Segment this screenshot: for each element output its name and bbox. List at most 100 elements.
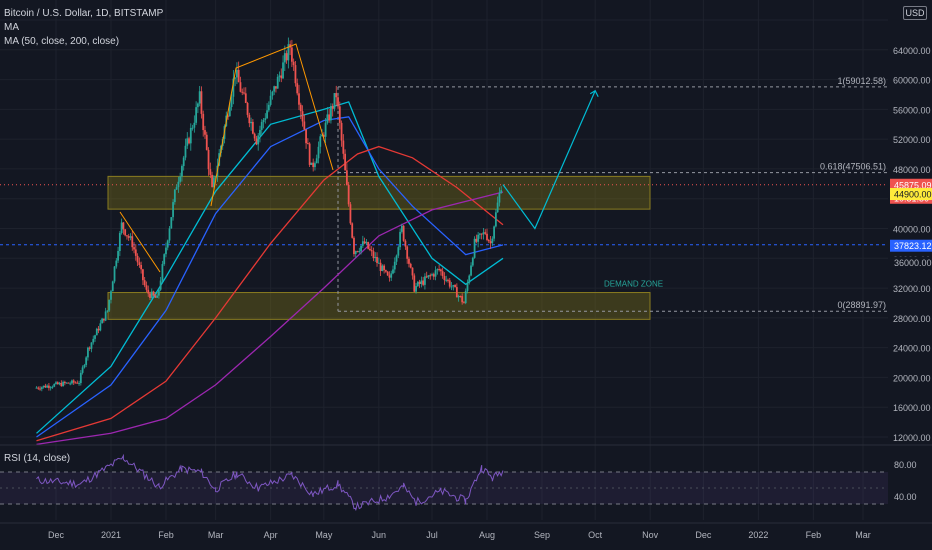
candle-body-1-7 [67,382,70,384]
candle-body-10-1 [202,113,205,131]
candle-body-4-4 [115,260,118,267]
candle-body-21-4 [422,280,425,285]
y-tick-2: 60000.00 [893,76,931,86]
candle-body-12-2 [239,82,242,92]
candle-body-9-1 [179,176,182,182]
candle-body-18-3 [370,250,373,252]
candle-body-18-11 [385,270,387,272]
candle-body-18-2 [369,248,371,251]
candle-body-0-8 [49,387,52,389]
candle-body-18-13 [388,275,391,278]
candle-body-25-0 [486,233,488,240]
candle-body-13-14 [282,62,284,79]
candle-body-0-1 [37,387,40,389]
candle-body-23-0 [464,290,467,304]
candle-body-4-3 [113,266,116,282]
candle-body-1-9 [71,380,73,384]
candle-body-22-0 [439,269,442,272]
candle-body-9-10 [195,107,198,123]
fib-label-1: 0.618(47506.51) [820,162,886,172]
candle-body-14-7 [303,121,306,130]
candle-body-13-7 [269,95,272,105]
symbol-title[interactable]: Bitcoin / U.S. Dollar, 1D, BITSTAMP [4,8,164,19]
y-tick-9: 32000.00 [893,284,931,294]
candle-body-13-12 [278,75,281,77]
candle-body-14-2 [294,65,297,84]
candle-body-8-3 [163,254,166,265]
candle-body-9-4 [184,145,187,158]
candle-body-22-13 [463,302,465,304]
candle-body-26-5 [500,190,503,193]
fib-label-2: 0(28891.97) [837,300,886,310]
candle-body-14-0 [290,47,293,62]
candle-body-5-4 [129,236,132,238]
candle-body-21-8 [429,275,432,277]
candle-body-3-8 [102,318,105,321]
candle-body-21-10 [432,274,435,277]
indicator-ma-label[interactable]: MA [4,22,19,33]
candle-body-20-1 [404,240,407,247]
pattern-line-2 [210,43,334,207]
candle-body-24-2 [479,233,481,235]
candle-body-11-0 [212,177,215,187]
candle-body-24-4 [482,232,485,235]
candle-body-19-5 [399,231,401,248]
candle-body-3-4 [95,328,98,336]
candle-body-11-9 [228,107,231,117]
candle-body-4-5 [117,251,119,261]
candle-body-8-0 [157,289,160,296]
rsi-tick-0: 80.00 [894,460,917,470]
currency-badge[interactable]: USD [903,6,927,20]
candle-body-1-8 [69,383,72,385]
candle-body-3-10 [106,310,109,312]
candle-body-9-5 [186,138,189,146]
candle-body-9-6 [188,138,190,144]
candle-body-0-9 [51,386,54,388]
candle-body-14-8 [305,129,307,144]
candle-body-13-0 [257,135,260,145]
candle-body-2-1 [81,367,84,373]
candle-body-9-11 [196,103,199,108]
candle-body-12-4 [243,92,245,94]
candle-body-17-3 [360,245,362,252]
projection-arrow-head [589,89,599,98]
candle-body-13-5 [266,110,268,119]
candle-body-9-12 [198,91,201,104]
candle-body-8-5 [166,240,169,248]
candle-body-22-3 [445,279,448,281]
candle-body-22-2 [443,276,446,281]
rsi-tick-1: 40.00 [894,492,917,502]
candle-body-18-7 [377,262,380,264]
candle-body-6-2 [136,255,139,263]
rsi-line [36,453,504,511]
y-tick-13: 16000.00 [893,403,931,413]
x-tick-1: 2021 [101,530,121,540]
candle-body-22-12 [461,296,464,303]
candle-body-9-7 [189,128,192,144]
candle-body-1-1 [56,382,59,385]
price-tag-2: 44900.00 [894,190,932,200]
candle-body-8-1 [159,280,162,290]
candle-body-3-2 [92,338,95,343]
x-tick-12: Dec [695,530,712,540]
candle-body-12-10 [253,133,256,139]
candle-body-18-8 [379,262,382,271]
candle-body-2-0 [79,372,82,384]
candle-body-21-13 [438,269,441,271]
candle-body-19-4 [397,247,400,256]
y-tick-12: 20000.00 [893,373,931,383]
x-tick-8: Aug [479,530,495,540]
candle-body-6-5 [142,269,144,281]
y-tick-4: 52000.00 [893,135,931,145]
indicator-ma-params-label[interactable]: MA (50, close, 200, close) [4,36,120,47]
candle-body-8-7 [170,217,173,229]
candle-body-19-1 [392,269,394,274]
demand-zone [107,292,651,320]
candle-body-5-0 [122,222,125,230]
candle-body-13-3 [262,120,265,123]
candle-body-3-5 [97,328,100,331]
x-tick-0: Dec [48,530,65,540]
candle-body-24-5 [484,232,487,234]
candle-body-3-3 [94,335,96,339]
candle-body-7-0 [147,289,150,294]
